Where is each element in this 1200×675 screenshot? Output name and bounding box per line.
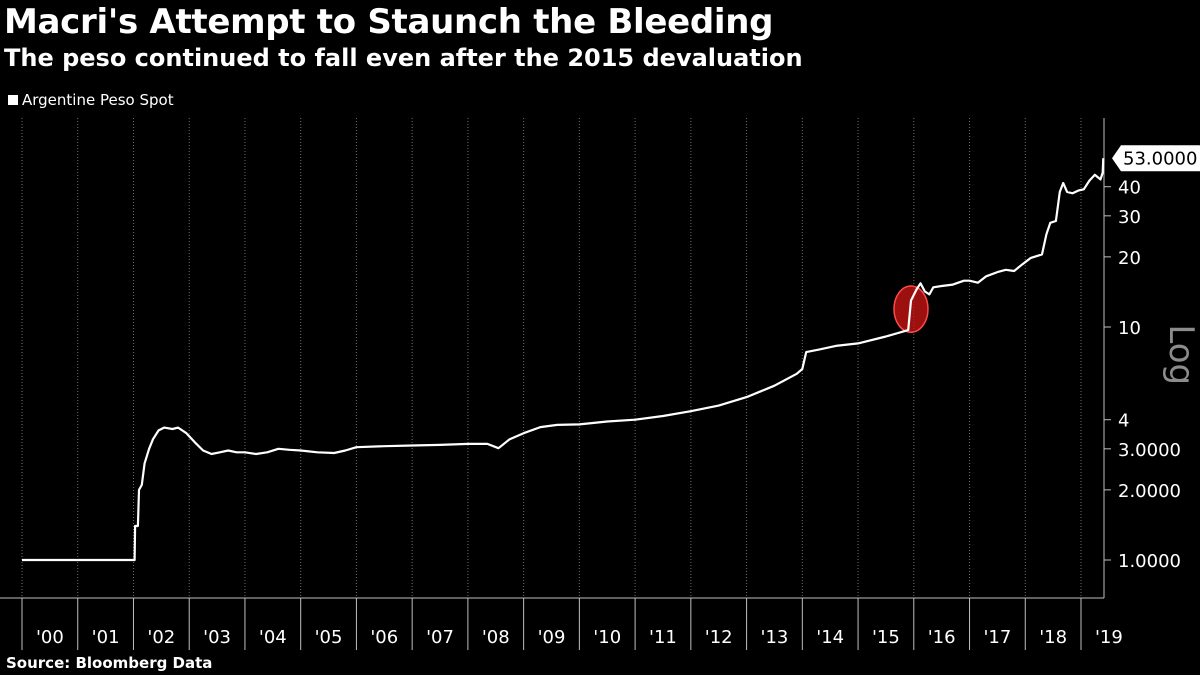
last-value-label: 53.0000: [1123, 149, 1197, 170]
x-tick-label: '17: [983, 627, 1011, 648]
x-tick-label: '07: [426, 627, 454, 648]
last-value-box: [1112, 145, 1200, 172]
y-tick-label: 20: [1118, 248, 1141, 269]
x-tick-label: '02: [147, 627, 175, 648]
x-tick-label: '19: [1095, 627, 1123, 648]
x-tick-label: '14: [816, 627, 844, 648]
x-axis: '00 '01 '02 '03 '04 '05 '06 '07 '08 '09 '10 '11 '12 '…: [0, 597, 1123, 650]
x-tick-label: '13: [761, 627, 789, 648]
x-tick-label: '01: [92, 627, 120, 648]
y-tick-label: 3.0000: [1118, 440, 1181, 461]
y-tick-label: 2.0000: [1118, 481, 1181, 502]
series-line-argentine-peso-spot: [22, 158, 1105, 562]
y-tick-label: 4: [1118, 411, 1129, 432]
chart-title: Macri's Attempt to Staunch the Bleeding: [4, 2, 774, 42]
y-tick-label: 10: [1118, 318, 1141, 339]
y-tick-label: 40: [1118, 178, 1141, 199]
x-tick-label: '18: [1039, 627, 1067, 648]
x-tick-label: '12: [705, 627, 733, 648]
x-tick-label: '04: [259, 627, 287, 648]
x-tick-label: '08: [482, 627, 510, 648]
y-tick-label: 30: [1118, 207, 1141, 228]
x-tick-label: '10: [593, 627, 621, 648]
x-tick-label: '09: [538, 627, 566, 648]
y-axis: 1.0000 2.0000 3.0000 4 10 20 30 40: [1103, 118, 1181, 598]
legend: Argentine Peso Spot: [8, 91, 174, 109]
x-tick-label: '00: [36, 627, 64, 648]
x-tick-label: '11: [649, 627, 677, 648]
chart-subtitle: The peso continued to fall even after th…: [4, 44, 803, 72]
x-tick-label: '16: [928, 627, 956, 648]
x-tick-label: '15: [872, 627, 900, 648]
legend-label: Argentine Peso Spot: [22, 91, 174, 109]
vertical-grid: [21, 118, 1082, 598]
log-scale-label: Log: [1161, 324, 1200, 385]
source-note: Source: Bloomberg Data: [6, 654, 213, 672]
last-value-callout: 53.0000: [1112, 145, 1200, 172]
y-tick-label: 1.0000: [1118, 551, 1181, 572]
legend-swatch: [8, 95, 18, 105]
x-tick-label: '06: [370, 627, 398, 648]
x-tick-label: '03: [203, 627, 231, 648]
x-tick-label: '05: [315, 627, 343, 648]
